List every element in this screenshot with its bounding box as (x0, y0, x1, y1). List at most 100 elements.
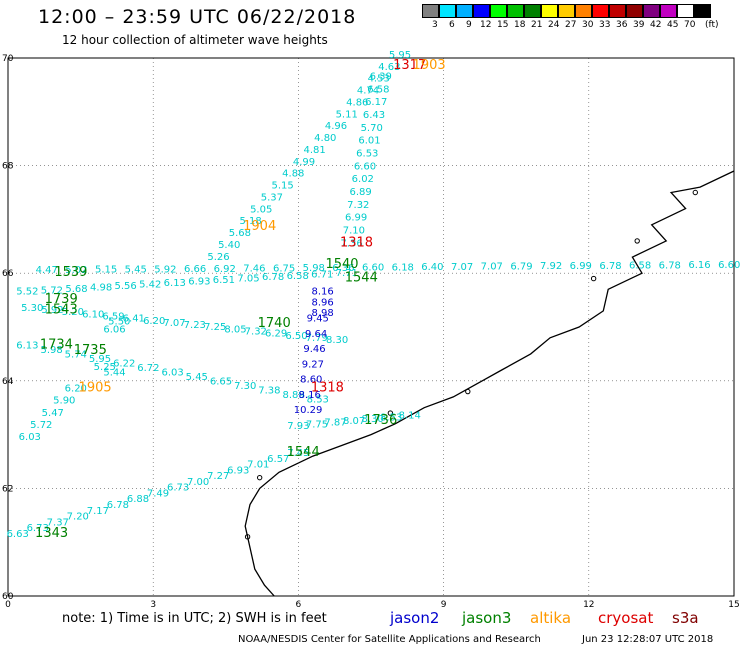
wave-height-value: 5.68 (229, 228, 251, 239)
wave-height-value: 6.59 (102, 312, 124, 323)
wave-height-value: 5.47 (42, 408, 64, 419)
pass-time-label: 1905 (79, 381, 112, 396)
wave-height-value: 6.73 (27, 523, 49, 534)
x-tick-label: 15 (728, 600, 739, 610)
wave-height-value: 6.36 (332, 263, 354, 274)
wave-height-value: 5.68 (65, 284, 87, 295)
wave-height-value: 4.81 (303, 145, 325, 156)
wave-height-value: 7.27 (207, 471, 229, 482)
legend-swatch (677, 4, 694, 18)
sat-label-jason3: jason3 (462, 609, 512, 627)
wave-height-value: 6.02 (352, 174, 374, 185)
island (634, 238, 640, 244)
legend-swatch (609, 4, 626, 18)
wave-height-value: 4.88 (282, 169, 304, 180)
wave-height-value: 7.36 (340, 238, 362, 249)
wave-height-value: 8.05 (224, 324, 246, 335)
wave-height-value: 5.95 (89, 354, 111, 365)
pass-time-label: 1539 (54, 265, 87, 280)
wave-height-value: 5.05 (250, 204, 272, 215)
track: 9.45 9.64 9.46 9.27 8.60 8.16 10.29 (294, 314, 329, 417)
wave-height-value: 5.45 (186, 372, 208, 383)
wave-height-value: 6.66 (184, 264, 206, 275)
wave-height-value: 5.44 (103, 367, 125, 378)
wave-height-value: 6.43 (363, 110, 385, 121)
wave-height-value: 5.42 (139, 280, 161, 291)
wave-height-value: 9.27 (302, 359, 324, 370)
wave-height-value: 8.07 (343, 416, 365, 427)
axis-tick-labels: 0 3 6 9 12 15 60 62 64 66 68 70 (2, 54, 740, 610)
wave-height-value: 5.90 (53, 396, 75, 407)
wave-height-value: 8.14 (399, 411, 421, 422)
color-legend: 3 6 9 12 15 18 21 24 27 30 33 36 39 42 45 70 (ft) (422, 4, 740, 32)
wave-height-value: 6.50 (285, 331, 307, 342)
wave-height-value: 8.30 (361, 414, 383, 425)
wave-height-value: 5.70 (361, 123, 383, 134)
wave-height-value: 6.89 (349, 187, 371, 198)
wave-height-value: 8.53 (380, 412, 402, 423)
wave-height-value: 6.10 (82, 309, 104, 320)
wave-height-value: 5.15 (95, 265, 117, 276)
legend-tick-label: 27 (565, 20, 577, 30)
wave-height-value: 6.99 (345, 213, 367, 224)
wave-height-value: 6.93 (227, 465, 249, 476)
legend-swatch (660, 4, 677, 18)
wave-height-value: 8.98 (311, 308, 333, 319)
wave-height-value: 6.58 (367, 84, 389, 95)
wave-height-value: 7.46 (243, 264, 265, 275)
wave-height-value: 5.52 (16, 287, 38, 298)
track: 4.47 5.02 5.15 5.45 5.92 6.66 6.92 7.46 6.75 5.98… (36, 260, 740, 276)
generation-timestamp: Jun 23 12:28:07 UTC 2018 (582, 634, 714, 645)
wave-height-value: 6.03 (19, 432, 41, 443)
legend-swatch (490, 4, 507, 18)
track: 5.506.06 (103, 316, 130, 335)
legend-tick-label: 3 (432, 20, 438, 30)
wave-height-value: 8.16 (299, 390, 321, 401)
wave-height-value: 7.87 (324, 418, 346, 429)
pass-time-label: 1543 (45, 303, 78, 318)
wave-height-value: 6.13 (16, 341, 38, 352)
wave-height-value: 6.63 (7, 529, 29, 540)
legend-tick-label: 70 (684, 20, 696, 30)
wave-height-value: 5.40 (218, 240, 240, 251)
wave-height-value: 7.00 (187, 477, 209, 488)
wave-height-value: 5.18 (239, 216, 261, 227)
wave-height-value: 8.16 (311, 287, 333, 298)
altimeter-tracks: 5.265.405.685.185.055.375.154.884.994.81… (7, 50, 740, 540)
wave-height-value: 7.79 (306, 333, 328, 344)
wave-height-value: 6.72 (137, 363, 159, 374)
wave-height-value: 6.16 (688, 260, 710, 271)
wave-height-value: 8.30 (326, 335, 348, 346)
y-tick-label: 70 (2, 54, 14, 64)
legend-swatch (473, 4, 490, 18)
wave-height-value: 6.78 (599, 261, 621, 272)
wave-height-value: 4.53 (368, 74, 390, 85)
island (692, 189, 698, 196)
wave-height-value: 5.37 (261, 192, 283, 203)
wave-height-value: 7.20 (67, 512, 89, 523)
legend-tick-label: 18 (514, 20, 526, 30)
wave-height-value: 6.29 (265, 329, 287, 340)
wave-height-value: 7.30 (234, 381, 256, 392)
pass-time-label: 1904 (243, 219, 276, 234)
track: 5.255.44 (94, 362, 126, 378)
wave-height-value: 6.39 (370, 72, 392, 83)
wave-height-value: 7.32 (245, 327, 267, 338)
wave-height-value: 5.11 (336, 109, 358, 120)
wave-height-value: 7.37 (47, 517, 69, 528)
sat-label-altika: altika (530, 609, 572, 627)
wave-height-value: 4.98 (90, 282, 112, 293)
wave-height-value: 7.45 (287, 448, 309, 459)
wave-height-value: 6.20 (65, 384, 87, 395)
legend-tick-label: 12 (480, 20, 492, 30)
track: 6.035.725.475.906.20 (19, 384, 87, 443)
wave-height-value: 8.96 (311, 298, 333, 309)
pass-time-label: 1740 (258, 316, 291, 331)
wave-height-value: 6.01 (358, 136, 380, 147)
wave-height-value: 6.73 (167, 483, 189, 494)
legend-swatch (558, 4, 575, 18)
wave-height-value: 5.02 (65, 265, 87, 276)
legend-swatch (592, 4, 609, 18)
y-tick-label: 60 (2, 592, 14, 602)
